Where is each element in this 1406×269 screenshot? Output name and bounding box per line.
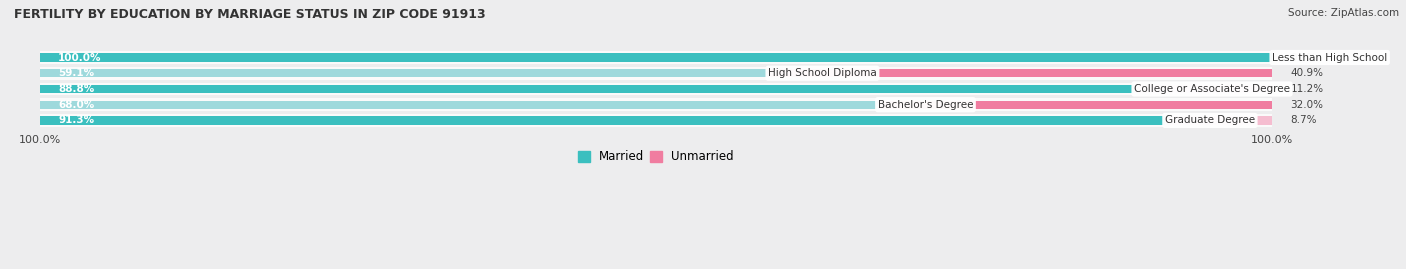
Text: High School Diploma: High School Diploma (768, 68, 877, 78)
Text: FERTILITY BY EDUCATION BY MARRIAGE STATUS IN ZIP CODE 91913: FERTILITY BY EDUCATION BY MARRIAGE STATU… (14, 8, 485, 21)
Text: 91.3%: 91.3% (58, 115, 94, 125)
Text: Less than High School: Less than High School (1272, 52, 1388, 62)
Bar (39, 85, 1135, 93)
Text: Source: ZipAtlas.com: Source: ZipAtlas.com (1288, 8, 1399, 18)
Text: College or Associate's Degree: College or Associate's Degree (1135, 84, 1291, 94)
Text: 0.0%: 0.0% (1291, 52, 1317, 62)
Text: 88.8%: 88.8% (58, 84, 94, 94)
Text: 59.1%: 59.1% (58, 68, 94, 78)
Bar (1135, 85, 1272, 93)
Text: 11.2%: 11.2% (1291, 84, 1323, 94)
Text: Graduate Degree: Graduate Degree (1164, 115, 1256, 125)
Text: 40.9%: 40.9% (1291, 68, 1323, 78)
Bar (39, 69, 768, 77)
Text: 8.7%: 8.7% (1291, 115, 1317, 125)
Legend: Married, Unmarried: Married, Unmarried (574, 146, 738, 168)
Bar (39, 83, 1272, 95)
Text: Bachelor's Degree: Bachelor's Degree (877, 100, 973, 110)
Bar (39, 51, 1272, 64)
Bar (39, 114, 1272, 127)
Text: 100.0%: 100.0% (58, 52, 101, 62)
Bar (877, 101, 1272, 109)
Text: 68.0%: 68.0% (58, 100, 94, 110)
Bar (39, 67, 1272, 80)
Bar (1164, 116, 1272, 125)
Bar (39, 101, 877, 109)
Bar (768, 69, 1272, 77)
Text: 32.0%: 32.0% (1291, 100, 1323, 110)
Bar (39, 116, 1164, 125)
Bar (39, 98, 1272, 111)
Bar (39, 54, 1272, 62)
